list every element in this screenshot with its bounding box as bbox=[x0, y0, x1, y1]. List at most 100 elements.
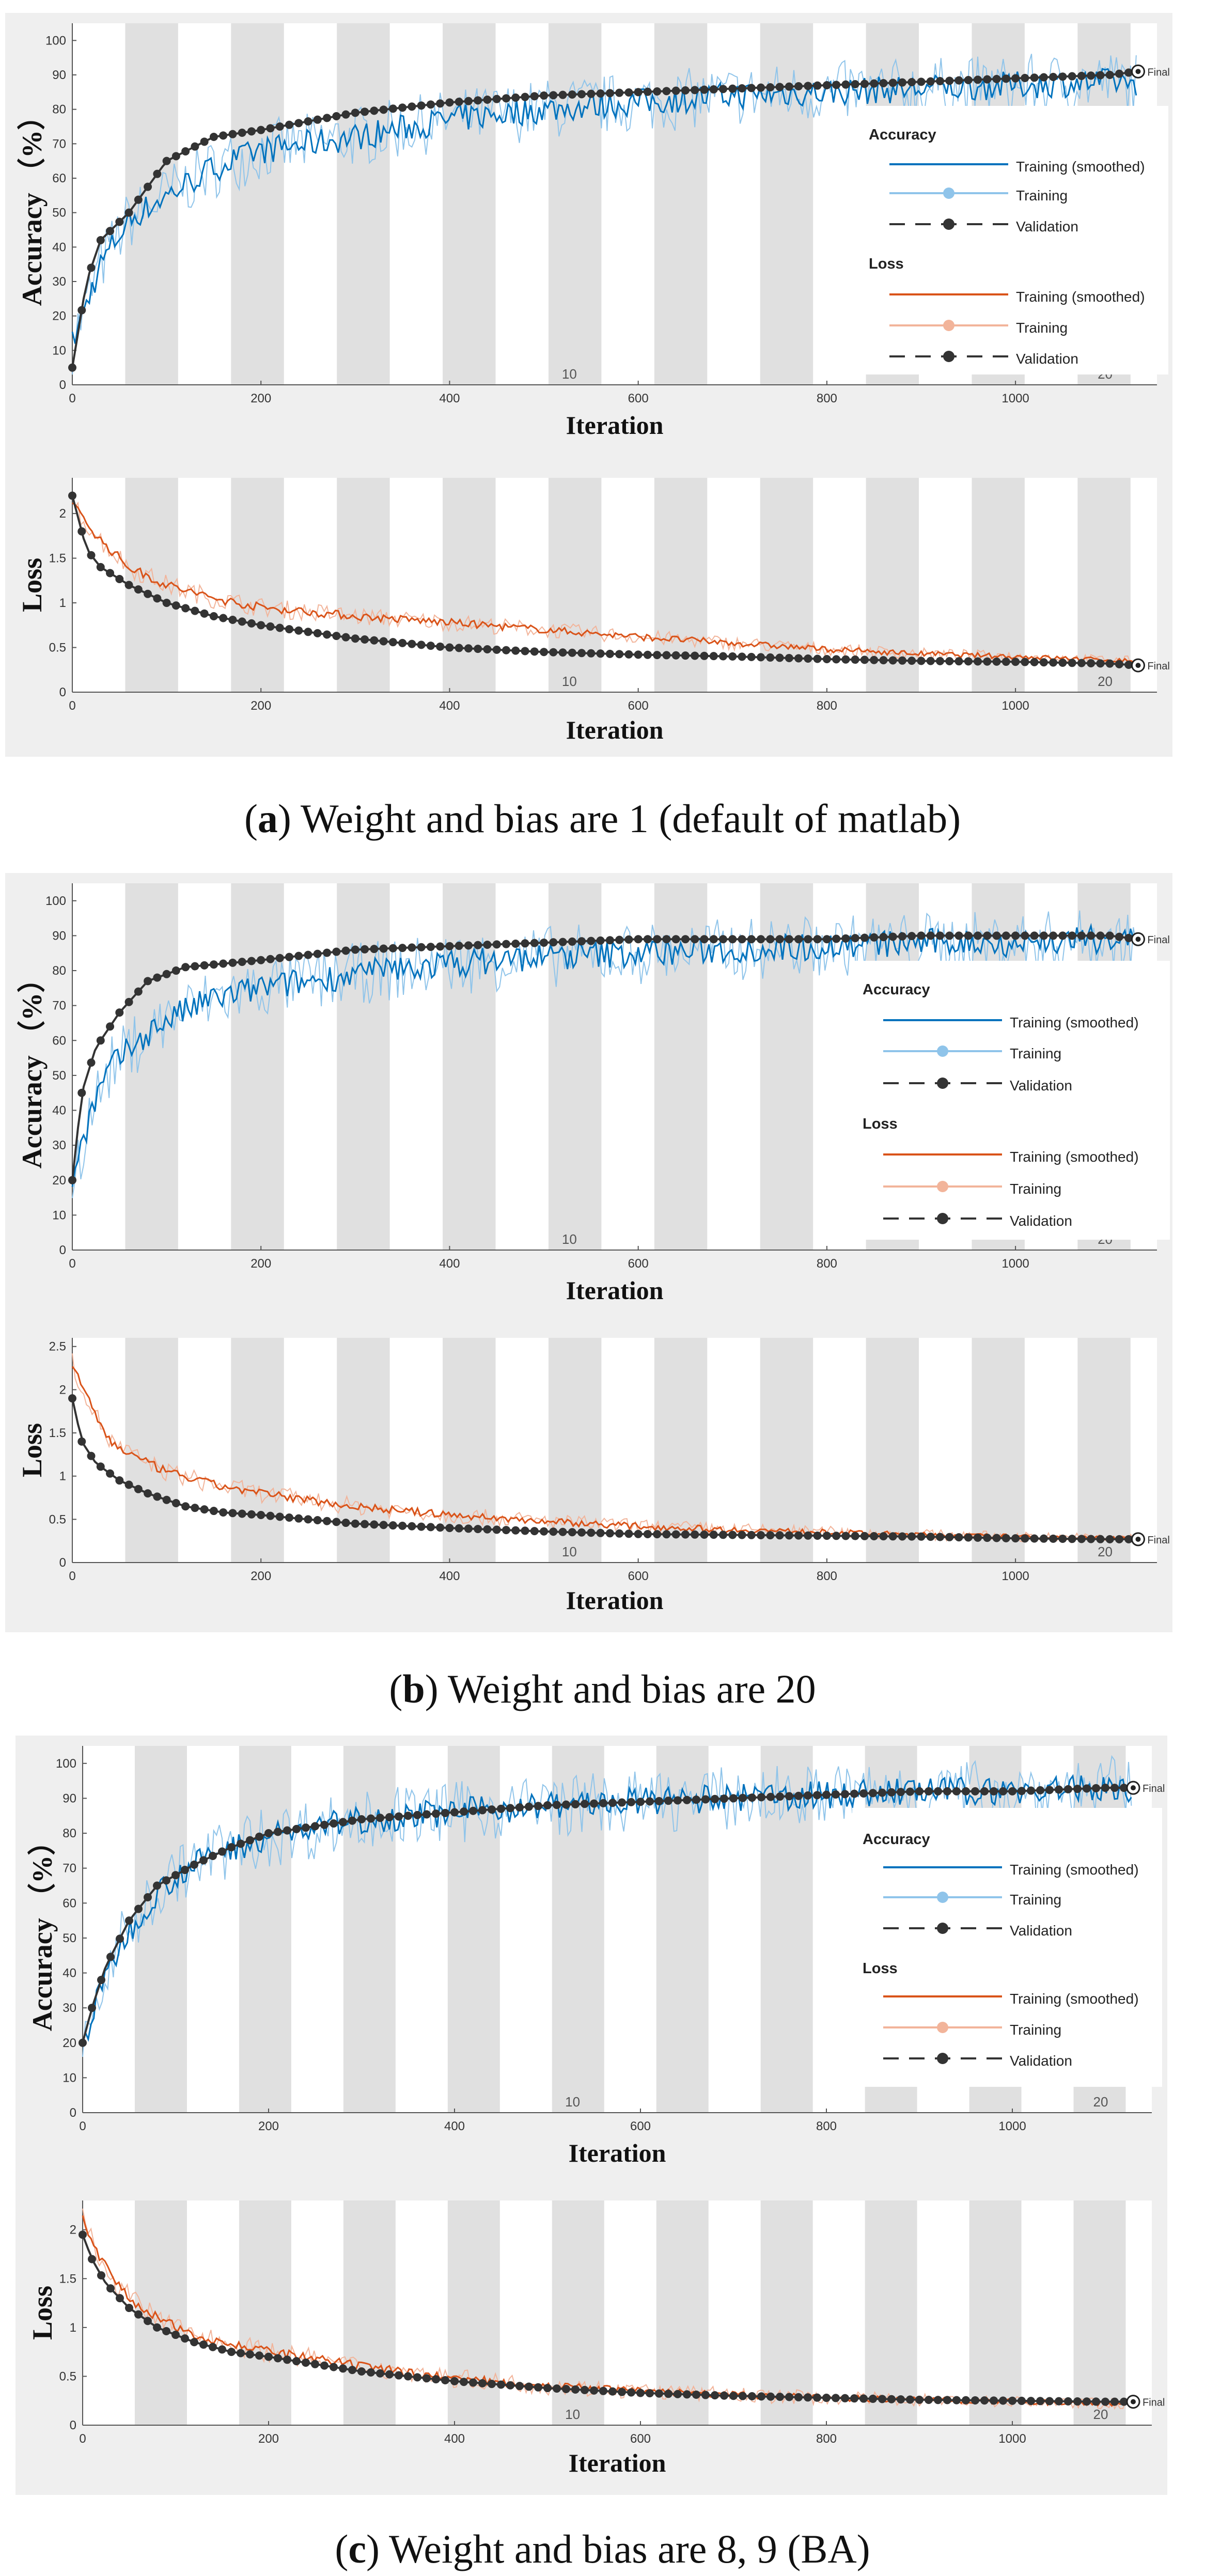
y-tick-label: 1 bbox=[59, 1470, 66, 1484]
validation-point bbox=[388, 944, 397, 953]
validation-point bbox=[323, 1517, 332, 1525]
validation-point bbox=[478, 1806, 487, 1815]
validation-point bbox=[464, 644, 473, 653]
validation-point bbox=[719, 85, 727, 93]
validation-point bbox=[162, 157, 171, 165]
validation-point bbox=[822, 655, 831, 664]
validation-point bbox=[385, 2370, 394, 2379]
validation-point bbox=[553, 1801, 561, 1809]
validation-point bbox=[144, 182, 152, 191]
validation-point bbox=[832, 2394, 840, 2402]
validation-point bbox=[502, 940, 510, 948]
validation-point bbox=[228, 615, 237, 624]
validation-point bbox=[436, 642, 445, 651]
validation-point bbox=[738, 652, 746, 661]
y-tick-label: 2.5 bbox=[49, 1340, 66, 1354]
validation-point bbox=[587, 936, 596, 945]
validation-point bbox=[794, 1791, 803, 1800]
validation-point bbox=[351, 1519, 359, 1528]
validation-point bbox=[426, 1523, 435, 1532]
validation-point bbox=[455, 942, 463, 950]
validation-point bbox=[153, 594, 162, 603]
validation-point bbox=[832, 655, 841, 664]
validation-point bbox=[497, 1804, 505, 1813]
epoch-band bbox=[239, 2200, 291, 2425]
epoch-band bbox=[231, 883, 284, 1250]
validation-point bbox=[361, 945, 369, 954]
validation-point bbox=[237, 1839, 245, 1848]
x-tick-label: 600 bbox=[630, 2432, 651, 2446]
validation-point bbox=[1101, 1784, 1109, 1792]
validation-point bbox=[992, 75, 1001, 83]
validation-point bbox=[370, 106, 379, 115]
validation-point bbox=[618, 1798, 626, 1807]
caption-c: (c) Weight and bias are 8, 9 (BA) bbox=[335, 2526, 870, 2571]
validation-point bbox=[96, 563, 105, 571]
epoch-band bbox=[760, 23, 813, 385]
validation-point bbox=[237, 2349, 245, 2358]
y-tick-label: 60 bbox=[52, 171, 66, 185]
validation-point bbox=[219, 131, 228, 140]
legend-c: Accuracy Training (smoothed) Training Va… bbox=[852, 1808, 1162, 2087]
validation-point bbox=[590, 1799, 598, 1808]
legend-item-label: Training bbox=[1010, 1045, 1062, 1061]
validation-point bbox=[653, 1530, 662, 1539]
validation-point bbox=[1105, 71, 1114, 79]
validation-point bbox=[506, 1804, 514, 1813]
validation-point bbox=[794, 935, 803, 944]
validation-point bbox=[691, 935, 699, 944]
validation-point bbox=[785, 935, 793, 944]
y-tick-label: 2 bbox=[59, 1383, 66, 1397]
validation-point bbox=[209, 2343, 217, 2351]
validation-point bbox=[209, 960, 218, 969]
validation-point bbox=[878, 1788, 886, 1797]
y-axis-label: Accuracy （%） bbox=[27, 1828, 58, 2031]
validation-point bbox=[990, 2396, 998, 2405]
validation-point bbox=[530, 647, 539, 656]
validation-point bbox=[540, 938, 549, 947]
validation-point bbox=[615, 1529, 624, 1538]
validation-point bbox=[785, 653, 793, 662]
validation-point bbox=[181, 1866, 189, 1875]
validation-point bbox=[785, 1531, 793, 1540]
validation-point bbox=[700, 85, 709, 94]
legend-item-loss-training: Training bbox=[858, 318, 1168, 338]
epoch-band bbox=[969, 2200, 1022, 2425]
legend-item-label: Validation bbox=[1016, 218, 1078, 235]
validation-point bbox=[257, 956, 265, 964]
validation-point bbox=[511, 939, 520, 948]
validation-point bbox=[766, 1792, 775, 1801]
validation-point bbox=[983, 931, 992, 940]
legend-item-label: Training (smoothed) bbox=[1016, 159, 1145, 175]
y-tick-label: 0 bbox=[59, 685, 66, 699]
y-tick-label: 1.5 bbox=[49, 1426, 66, 1440]
validation-point bbox=[917, 77, 926, 86]
validation-point bbox=[285, 1513, 293, 1522]
validation-point bbox=[68, 491, 76, 500]
validation-point bbox=[1030, 658, 1039, 666]
x-tick-label: 1000 bbox=[998, 2432, 1026, 2446]
validation-point bbox=[125, 2304, 133, 2313]
validation-point bbox=[1077, 72, 1086, 80]
validation-point bbox=[643, 87, 652, 96]
validation-point bbox=[247, 1510, 256, 1519]
validation-point bbox=[304, 1515, 312, 1524]
validation-point bbox=[1058, 658, 1067, 667]
y-axis-label: Accuracy （%） bbox=[17, 102, 48, 306]
x-tick-label: 0 bbox=[79, 2432, 86, 2446]
validation-point bbox=[257, 621, 265, 630]
legend-item-loss-smoothed: Training (smoothed) bbox=[858, 287, 1168, 307]
validation-point bbox=[1124, 68, 1133, 77]
y-axis-label: Accuracy （%） bbox=[17, 965, 48, 1168]
validation-point bbox=[238, 1509, 246, 1518]
x-axis-label: Iteration bbox=[569, 2448, 666, 2477]
validation-point bbox=[1115, 660, 1123, 668]
validation-point bbox=[581, 2385, 589, 2394]
validation-point bbox=[608, 2387, 617, 2396]
validation-point bbox=[1087, 931, 1096, 940]
validation-point bbox=[1039, 73, 1048, 82]
epoch-band bbox=[654, 478, 708, 692]
validation-point bbox=[691, 651, 699, 660]
y-tick-label: 90 bbox=[62, 1791, 76, 1805]
validation-point bbox=[1073, 2397, 1082, 2406]
